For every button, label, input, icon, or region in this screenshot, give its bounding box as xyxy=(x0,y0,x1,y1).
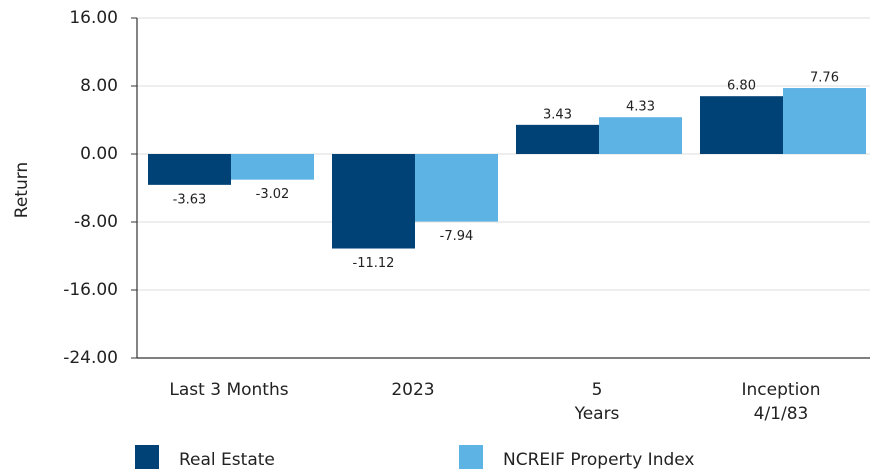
bar xyxy=(783,88,866,154)
value-label: -3.02 xyxy=(256,187,290,202)
x-tick-label: Last 3 Months xyxy=(169,380,288,400)
bar xyxy=(332,154,415,249)
y-tick-label: 0.00 xyxy=(80,144,118,164)
bar xyxy=(516,124,599,154)
y-tick-label: 16.00 xyxy=(69,8,118,28)
value-label: 6.80 xyxy=(727,79,756,94)
legend-swatch xyxy=(135,445,159,469)
bar xyxy=(415,154,498,222)
x-tick-label: Years xyxy=(574,404,620,424)
y-axis-title: Return xyxy=(12,162,32,218)
legend-swatch xyxy=(459,445,483,469)
value-label: 4.33 xyxy=(626,100,655,115)
legend-label: NCREIF Property Index xyxy=(503,450,694,470)
value-label: 3.43 xyxy=(543,107,572,122)
x-tick-label: 2023 xyxy=(391,380,434,400)
bar xyxy=(700,96,783,154)
x-tick-label: 5 xyxy=(592,380,603,400)
y-tick-label: -24.00 xyxy=(63,348,118,368)
y-tick-label: -8.00 xyxy=(74,212,118,232)
bar xyxy=(231,154,314,180)
y-tick-label: -16.00 xyxy=(63,280,118,300)
y-tick-label: 8.00 xyxy=(80,76,118,96)
value-label: 7.76 xyxy=(810,71,839,86)
legend-label: Real Estate xyxy=(179,450,275,470)
value-label: -11.12 xyxy=(353,256,395,271)
bar xyxy=(599,117,682,154)
x-tick-label: 4/1/83 xyxy=(754,404,809,424)
bar xyxy=(148,154,231,185)
x-tick-label: Inception xyxy=(742,380,821,400)
value-label: -3.63 xyxy=(173,192,207,207)
value-label: -7.94 xyxy=(440,229,474,244)
